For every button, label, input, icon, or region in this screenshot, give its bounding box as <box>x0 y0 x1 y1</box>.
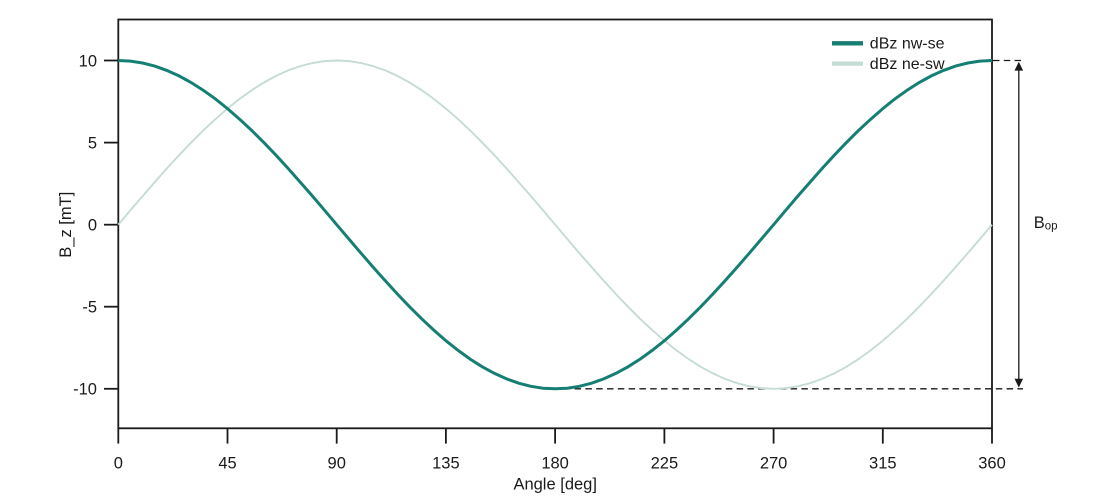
svg-text:315: 315 <box>869 455 897 473</box>
svg-text:360: 360 <box>978 455 1006 473</box>
svg-text:0: 0 <box>88 217 97 235</box>
svg-text:180: 180 <box>541 455 569 473</box>
svg-text:dBz nw-se: dBz nw-se <box>870 36 945 53</box>
svg-text:10: 10 <box>79 52 97 70</box>
svg-text:-10: -10 <box>73 381 97 399</box>
svg-text:B_z [mT]: B_z [mT] <box>57 192 75 258</box>
svg-text:0: 0 <box>114 455 123 473</box>
svg-text:270: 270 <box>760 455 788 473</box>
svg-text:-5: -5 <box>82 299 97 317</box>
svg-text:90: 90 <box>328 455 346 473</box>
svg-text:Angle [deg]: Angle [deg] <box>513 476 596 494</box>
svg-text:225: 225 <box>651 455 679 473</box>
svg-text:5: 5 <box>88 134 97 152</box>
svg-text:45: 45 <box>218 455 236 473</box>
svg-text:dBz ne-sw: dBz ne-sw <box>870 56 945 73</box>
svg-text:135: 135 <box>432 455 460 473</box>
